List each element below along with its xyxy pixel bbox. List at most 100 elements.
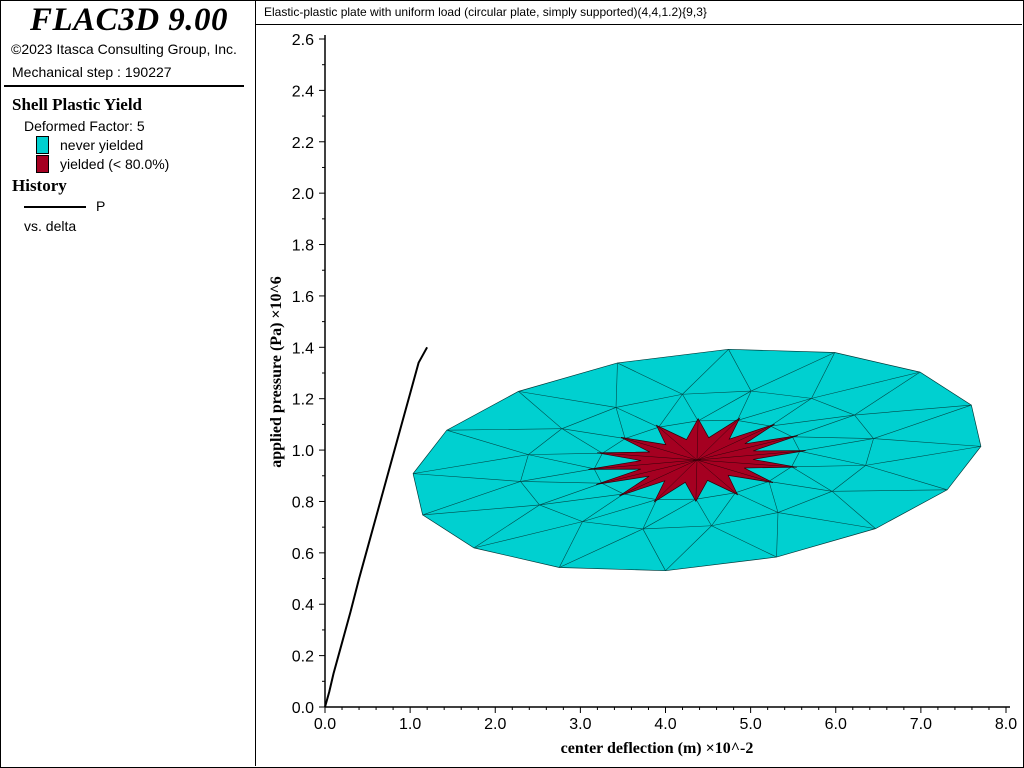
yield-mesh-line (619, 459, 698, 497)
mesh-line (615, 393, 683, 408)
yielded-label: yielded (< 80.0%) (60, 156, 170, 172)
mesh-line (473, 521, 583, 549)
mesh-line (665, 525, 712, 571)
x-axis-label: center deflection (m) ×10^-2 (561, 740, 754, 757)
mesh-line (854, 371, 921, 416)
mesh-line (695, 499, 712, 526)
y-tick-label: 2.0 (292, 186, 314, 203)
y-tick-label: 0.4 (292, 597, 314, 614)
mesh-line (518, 391, 617, 408)
mesh-line (792, 436, 874, 439)
yielded-swatch (36, 155, 49, 173)
mesh-line (831, 491, 876, 529)
mesh-line (697, 390, 752, 422)
mesh-line (682, 390, 752, 395)
mesh-line (624, 426, 659, 439)
yield-mesh-line (695, 459, 698, 502)
mesh-line (642, 525, 712, 530)
shell-plastic-yield-title: Shell Plastic Yield (12, 95, 143, 114)
history-vs-label: vs. delta (24, 218, 77, 234)
mesh-line (582, 493, 624, 522)
mesh-line (770, 398, 812, 427)
mesh-line (770, 425, 793, 438)
mesh-line (602, 438, 626, 454)
y-axis-label: applied pressure (Pa) ×10^6 (268, 276, 285, 468)
mesh-line (737, 398, 812, 421)
mesh-line (792, 436, 801, 452)
mesh-line (865, 446, 981, 466)
mesh-line (446, 429, 529, 455)
mechanical-step: Mechanical step : 190227 (12, 64, 172, 80)
mesh-line (559, 528, 644, 568)
yield-mesh-line (696, 459, 797, 468)
mesh-line (737, 390, 752, 421)
mesh-line (593, 468, 602, 484)
mesh-line (413, 454, 529, 474)
mesh-line (520, 481, 540, 506)
mesh-line (520, 454, 529, 482)
mesh-line (791, 465, 866, 468)
mesh-line (854, 414, 874, 439)
mesh-line (539, 493, 624, 506)
y-tick-label: 0.8 (292, 494, 314, 511)
mesh-line (413, 473, 521, 482)
mesh-line (682, 394, 699, 421)
x-tick-label: 2.0 (484, 716, 506, 733)
mesh-line (777, 512, 876, 529)
x-tick-label: 7.0 (910, 716, 932, 733)
yield-mesh-line (696, 418, 740, 461)
y-tick-label: 1.4 (292, 340, 314, 357)
mesh-line (865, 465, 948, 491)
mesh-line (777, 491, 833, 513)
mesh-line (520, 468, 595, 482)
y-tick-label: 1.0 (292, 443, 314, 460)
mesh-line (735, 481, 770, 494)
yield-mesh-line (696, 459, 774, 483)
mesh-line (811, 352, 836, 399)
mesh-line (811, 398, 855, 416)
mesh-line (601, 482, 624, 495)
yield-mesh-line (654, 459, 698, 502)
mesh-line (799, 438, 874, 452)
mesh-line (811, 371, 921, 399)
app-title: FLAC3D 9.00 (30, 2, 229, 38)
mesh-line (446, 428, 562, 431)
history-series-label: P (96, 198, 106, 214)
mesh-line (735, 492, 779, 513)
mesh-line (831, 465, 866, 492)
mesh-line (728, 349, 752, 392)
never-yielded-swatch (36, 136, 49, 154)
y-tick-label: 1.8 (292, 238, 314, 255)
y-tick-label: 1.2 (292, 392, 314, 409)
plate-mesh (412, 348, 982, 572)
yield-mesh-line (656, 425, 698, 461)
mesh-line (750, 352, 835, 392)
series-line-P (324, 346, 428, 708)
mesh-line (528, 452, 603, 455)
mesh-line (711, 512, 779, 527)
mesh-line (791, 466, 833, 492)
mesh-line (711, 492, 736, 526)
mesh-line (561, 428, 603, 454)
x-tick-label: 0.0 (314, 716, 336, 733)
mesh-line (561, 428, 626, 439)
mesh-line (539, 482, 602, 506)
mesh-line (865, 438, 874, 466)
mesh-line (737, 420, 771, 427)
mesh-line (658, 394, 683, 428)
mesh-line (768, 466, 792, 482)
mesh-line (873, 438, 981, 447)
yield-mesh-line (696, 418, 699, 461)
mesh-line (776, 512, 779, 558)
deformed-factor: Deformed Factor: 5 (24, 118, 145, 134)
mesh-line (711, 525, 777, 558)
plot-title: Elastic-plastic plate with uniform load … (264, 5, 707, 19)
history-line-sample (24, 206, 86, 208)
x-tick-label: 1.0 (399, 716, 421, 733)
mesh-line (422, 481, 521, 516)
chart-series (324, 346, 428, 708)
mesh-line (792, 414, 855, 438)
mesh-line (617, 362, 683, 395)
mesh-line (623, 493, 657, 500)
